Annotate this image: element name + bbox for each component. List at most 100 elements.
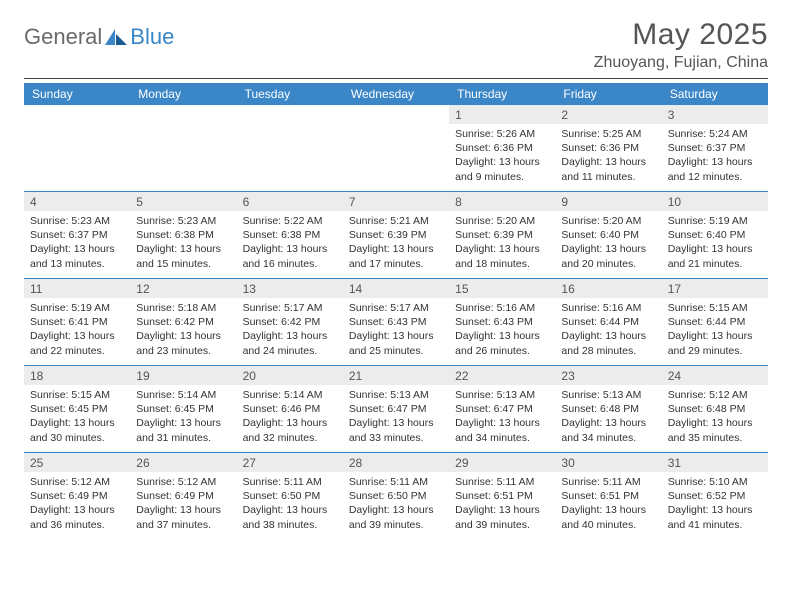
day-details: Sunrise: 5:16 AMSunset: 6:44 PMDaylight:… xyxy=(555,298,661,362)
calendar-cell: 30Sunrise: 5:11 AMSunset: 6:51 PMDayligh… xyxy=(555,453,661,539)
day-details: Sunrise: 5:14 AMSunset: 6:45 PMDaylight:… xyxy=(130,385,236,449)
calendar-cell: 26Sunrise: 5:12 AMSunset: 6:49 PMDayligh… xyxy=(130,453,236,539)
brand-sail-icon xyxy=(104,28,128,46)
day-details: Sunrise: 5:22 AMSunset: 6:38 PMDaylight:… xyxy=(237,211,343,275)
calendar-cell: 11Sunrise: 5:19 AMSunset: 6:41 PMDayligh… xyxy=(24,279,130,365)
day-number: 2 xyxy=(555,105,661,124)
day-details: Sunrise: 5:25 AMSunset: 6:36 PMDaylight:… xyxy=(555,124,661,188)
dow-header: Wednesday xyxy=(343,83,449,105)
day-details: Sunrise: 5:19 AMSunset: 6:41 PMDaylight:… xyxy=(24,298,130,362)
calendar-cell: 29Sunrise: 5:11 AMSunset: 6:51 PMDayligh… xyxy=(449,453,555,539)
dow-header: Thursday xyxy=(449,83,555,105)
day-details: Sunrise: 5:16 AMSunset: 6:43 PMDaylight:… xyxy=(449,298,555,362)
day-number: 3 xyxy=(662,105,768,124)
calendar-cell: 28Sunrise: 5:11 AMSunset: 6:50 PMDayligh… xyxy=(343,453,449,539)
calendar-cell: 10Sunrise: 5:19 AMSunset: 6:40 PMDayligh… xyxy=(662,192,768,278)
day-details: Sunrise: 5:13 AMSunset: 6:47 PMDaylight:… xyxy=(343,385,449,449)
day-number: 20 xyxy=(237,366,343,385)
day-number: 15 xyxy=(449,279,555,298)
day-number: 25 xyxy=(24,453,130,472)
day-number: 17 xyxy=(662,279,768,298)
dow-header: Saturday xyxy=(662,83,768,105)
calendar-cell: 15Sunrise: 5:16 AMSunset: 6:43 PMDayligh… xyxy=(449,279,555,365)
calendar-grid: SundayMondayTuesdayWednesdayThursdayFrid… xyxy=(24,83,768,539)
day-details: Sunrise: 5:11 AMSunset: 6:50 PMDaylight:… xyxy=(343,472,449,536)
calendar-cell xyxy=(24,105,130,191)
day-number: 27 xyxy=(237,453,343,472)
calendar-cell: 16Sunrise: 5:16 AMSunset: 6:44 PMDayligh… xyxy=(555,279,661,365)
calendar-cell: 2Sunrise: 5:25 AMSunset: 6:36 PMDaylight… xyxy=(555,105,661,191)
location: Zhuoyang, Fujian, China xyxy=(594,54,768,72)
day-details: Sunrise: 5:17 AMSunset: 6:42 PMDaylight:… xyxy=(237,298,343,362)
calendar-cell: 12Sunrise: 5:18 AMSunset: 6:42 PMDayligh… xyxy=(130,279,236,365)
day-details: Sunrise: 5:12 AMSunset: 6:49 PMDaylight:… xyxy=(130,472,236,536)
calendar-cell: 5Sunrise: 5:23 AMSunset: 6:38 PMDaylight… xyxy=(130,192,236,278)
calendar-cell: 19Sunrise: 5:14 AMSunset: 6:45 PMDayligh… xyxy=(130,366,236,452)
day-number: 30 xyxy=(555,453,661,472)
calendar-cell: 7Sunrise: 5:21 AMSunset: 6:39 PMDaylight… xyxy=(343,192,449,278)
day-number: 13 xyxy=(237,279,343,298)
calendar-cell: 13Sunrise: 5:17 AMSunset: 6:42 PMDayligh… xyxy=(237,279,343,365)
month-title: May 2025 xyxy=(594,18,768,52)
day-number: 24 xyxy=(662,366,768,385)
day-details: Sunrise: 5:14 AMSunset: 6:46 PMDaylight:… xyxy=(237,385,343,449)
dow-header: Monday xyxy=(130,83,236,105)
brand-word-1: General xyxy=(24,24,102,50)
header-rule xyxy=(24,78,768,79)
day-details: Sunrise: 5:18 AMSunset: 6:42 PMDaylight:… xyxy=(130,298,236,362)
calendar-cell xyxy=(130,105,236,191)
day-number: 11 xyxy=(24,279,130,298)
day-number: 18 xyxy=(24,366,130,385)
calendar-cell: 14Sunrise: 5:17 AMSunset: 6:43 PMDayligh… xyxy=(343,279,449,365)
dow-header: Sunday xyxy=(24,83,130,105)
day-details: Sunrise: 5:13 AMSunset: 6:48 PMDaylight:… xyxy=(555,385,661,449)
day-details: Sunrise: 5:11 AMSunset: 6:51 PMDaylight:… xyxy=(449,472,555,536)
day-number: 28 xyxy=(343,453,449,472)
day-number: 16 xyxy=(555,279,661,298)
day-details: Sunrise: 5:10 AMSunset: 6:52 PMDaylight:… xyxy=(662,472,768,536)
day-number: 4 xyxy=(24,192,130,211)
day-details: Sunrise: 5:23 AMSunset: 6:38 PMDaylight:… xyxy=(130,211,236,275)
calendar-cell: 31Sunrise: 5:10 AMSunset: 6:52 PMDayligh… xyxy=(662,453,768,539)
day-details: Sunrise: 5:12 AMSunset: 6:49 PMDaylight:… xyxy=(24,472,130,536)
day-details: Sunrise: 5:23 AMSunset: 6:37 PMDaylight:… xyxy=(24,211,130,275)
day-details: Sunrise: 5:19 AMSunset: 6:40 PMDaylight:… xyxy=(662,211,768,275)
day-number: 19 xyxy=(130,366,236,385)
dow-header: Friday xyxy=(555,83,661,105)
calendar-cell: 4Sunrise: 5:23 AMSunset: 6:37 PMDaylight… xyxy=(24,192,130,278)
calendar-cell: 20Sunrise: 5:14 AMSunset: 6:46 PMDayligh… xyxy=(237,366,343,452)
title-block: May 2025 Zhuoyang, Fujian, China xyxy=(594,18,768,72)
calendar-cell: 1Sunrise: 5:26 AMSunset: 6:36 PMDaylight… xyxy=(449,105,555,191)
calendar-cell: 9Sunrise: 5:20 AMSunset: 6:40 PMDaylight… xyxy=(555,192,661,278)
day-details: Sunrise: 5:13 AMSunset: 6:47 PMDaylight:… xyxy=(449,385,555,449)
day-number: 9 xyxy=(555,192,661,211)
dow-header: Tuesday xyxy=(237,83,343,105)
day-number: 7 xyxy=(343,192,449,211)
calendar-cell: 27Sunrise: 5:11 AMSunset: 6:50 PMDayligh… xyxy=(237,453,343,539)
day-details: Sunrise: 5:26 AMSunset: 6:36 PMDaylight:… xyxy=(449,124,555,188)
calendar-cell: 8Sunrise: 5:20 AMSunset: 6:39 PMDaylight… xyxy=(449,192,555,278)
day-details: Sunrise: 5:20 AMSunset: 6:40 PMDaylight:… xyxy=(555,211,661,275)
day-number: 5 xyxy=(130,192,236,211)
calendar-cell: 3Sunrise: 5:24 AMSunset: 6:37 PMDaylight… xyxy=(662,105,768,191)
day-details: Sunrise: 5:17 AMSunset: 6:43 PMDaylight:… xyxy=(343,298,449,362)
calendar-cell: 18Sunrise: 5:15 AMSunset: 6:45 PMDayligh… xyxy=(24,366,130,452)
calendar-cell: 25Sunrise: 5:12 AMSunset: 6:49 PMDayligh… xyxy=(24,453,130,539)
day-details: Sunrise: 5:20 AMSunset: 6:39 PMDaylight:… xyxy=(449,211,555,275)
day-number: 12 xyxy=(130,279,236,298)
calendar-cell: 21Sunrise: 5:13 AMSunset: 6:47 PMDayligh… xyxy=(343,366,449,452)
day-details: Sunrise: 5:15 AMSunset: 6:45 PMDaylight:… xyxy=(24,385,130,449)
brand-logo: General Blue xyxy=(24,18,174,50)
day-number: 29 xyxy=(449,453,555,472)
calendar-cell: 24Sunrise: 5:12 AMSunset: 6:48 PMDayligh… xyxy=(662,366,768,452)
calendar-cell: 23Sunrise: 5:13 AMSunset: 6:48 PMDayligh… xyxy=(555,366,661,452)
brand-word-2: Blue xyxy=(130,24,174,50)
day-number: 31 xyxy=(662,453,768,472)
day-number: 10 xyxy=(662,192,768,211)
day-number: 1 xyxy=(449,105,555,124)
day-details: Sunrise: 5:24 AMSunset: 6:37 PMDaylight:… xyxy=(662,124,768,188)
day-number: 6 xyxy=(237,192,343,211)
day-details: Sunrise: 5:12 AMSunset: 6:48 PMDaylight:… xyxy=(662,385,768,449)
calendar-cell xyxy=(343,105,449,191)
day-details: Sunrise: 5:11 AMSunset: 6:51 PMDaylight:… xyxy=(555,472,661,536)
